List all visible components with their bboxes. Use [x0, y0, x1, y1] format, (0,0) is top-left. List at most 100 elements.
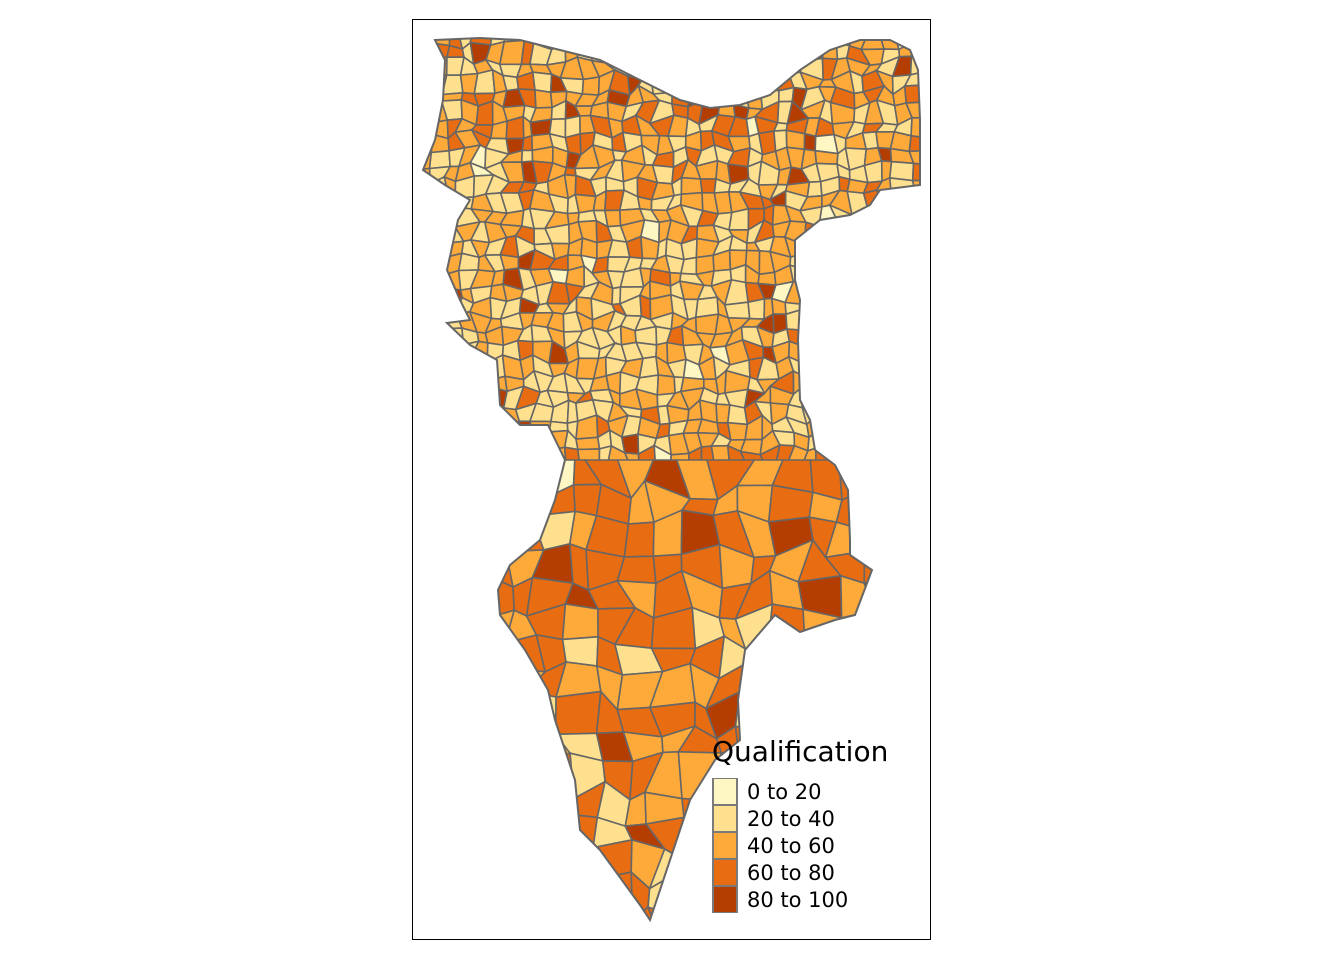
- map-area: [905, 242, 920, 254]
- map-area: [439, 196, 461, 210]
- map-area: [762, 47, 774, 60]
- map-area: [469, 459, 496, 481]
- map-area: [429, 430, 441, 450]
- map-area: [943, 287, 955, 302]
- map-area: [438, 810, 486, 854]
- map-area: [893, 398, 916, 418]
- legend-swatch: [712, 886, 738, 913]
- map-area: [499, 444, 523, 466]
- map-area: [759, 73, 780, 92]
- map-area: [657, 934, 686, 960]
- map-area: [916, 792, 920, 825]
- map-area: [799, 308, 827, 335]
- map-area: [679, 256, 698, 276]
- map-area: [884, 661, 920, 708]
- map-area: [913, 850, 920, 881]
- map-area: [679, 38, 706, 48]
- map-area: [951, 554, 986, 578]
- map-area: [831, 402, 851, 426]
- map-area: [924, 235, 945, 254]
- map-area: [936, 197, 955, 212]
- map-area: [896, 234, 917, 257]
- map-area: [864, 446, 887, 469]
- map-area: [911, 162, 920, 182]
- map-area: [439, 327, 465, 348]
- map-area: [423, 195, 436, 214]
- map-area: [874, 280, 897, 303]
- map-area: [959, 699, 985, 729]
- map-area: [905, 310, 920, 334]
- map-area: [940, 302, 955, 317]
- map-area: [561, 603, 599, 641]
- map-area: [710, 69, 737, 95]
- map-area: [505, 515, 545, 553]
- legend-swatch: [712, 859, 738, 886]
- map-area: [767, 603, 806, 648]
- map-area: [838, 459, 875, 502]
- map-area: [924, 71, 942, 95]
- map-area: [503, 898, 545, 920]
- map-area: [494, 722, 535, 762]
- map-area: [861, 420, 885, 439]
- map-area: [865, 428, 885, 451]
- map-area: [423, 38, 431, 44]
- map-area: [869, 694, 890, 738]
- map-area: [803, 240, 823, 255]
- map-area: [936, 402, 955, 421]
- map-area: [887, 725, 920, 768]
- map-area: [882, 324, 893, 351]
- map-area: [891, 869, 920, 915]
- map-area: [439, 903, 479, 920]
- map-area: [891, 279, 916, 302]
- map-area: [726, 421, 749, 441]
- map-area: [916, 811, 920, 860]
- map-area: [803, 132, 817, 152]
- map-area: [834, 297, 850, 321]
- map-area: [937, 343, 955, 362]
- map-area: [915, 938, 951, 960]
- map-area: [844, 444, 868, 469]
- map-area: [936, 30, 956, 46]
- map-area: [564, 38, 583, 44]
- map-area: [423, 280, 435, 302]
- map-area: [929, 284, 943, 302]
- map-area: [431, 285, 446, 306]
- map-area: [820, 38, 838, 43]
- map-area: [814, 238, 832, 261]
- map-area: [881, 373, 901, 390]
- map-area: [432, 345, 449, 363]
- map-area: [859, 628, 892, 682]
- map-area: [423, 360, 435, 379]
- map-area: [936, 313, 955, 335]
- map-area: [803, 635, 846, 666]
- map-area: [875, 309, 902, 335]
- map-area: [763, 58, 778, 80]
- map-area: [520, 149, 534, 163]
- map-area: [908, 134, 920, 153]
- map-area: [853, 519, 897, 553]
- map-area: [455, 434, 478, 455]
- map-area: [423, 720, 439, 759]
- map-area: [800, 663, 845, 705]
- map-area: [550, 38, 567, 51]
- map-area: [829, 238, 855, 261]
- map-area: [861, 459, 900, 502]
- map-area: [415, 934, 441, 960]
- map-area: [575, 436, 601, 451]
- map-area: [499, 437, 524, 447]
- map-area: [453, 462, 478, 481]
- map-area: [837, 435, 858, 447]
- map-area: [945, 758, 985, 793]
- map-area: [423, 56, 434, 73]
- map-area: [423, 580, 457, 620]
- map-area: [918, 38, 920, 44]
- map-area: [905, 326, 920, 351]
- map-area: [946, 851, 985, 888]
- map-area: [741, 57, 767, 76]
- map-area: [729, 42, 745, 64]
- map-area: [423, 41, 434, 61]
- map-area: [817, 222, 841, 243]
- map-area: [813, 317, 841, 336]
- map-area: [939, 70, 955, 94]
- map-area: [423, 795, 441, 815]
